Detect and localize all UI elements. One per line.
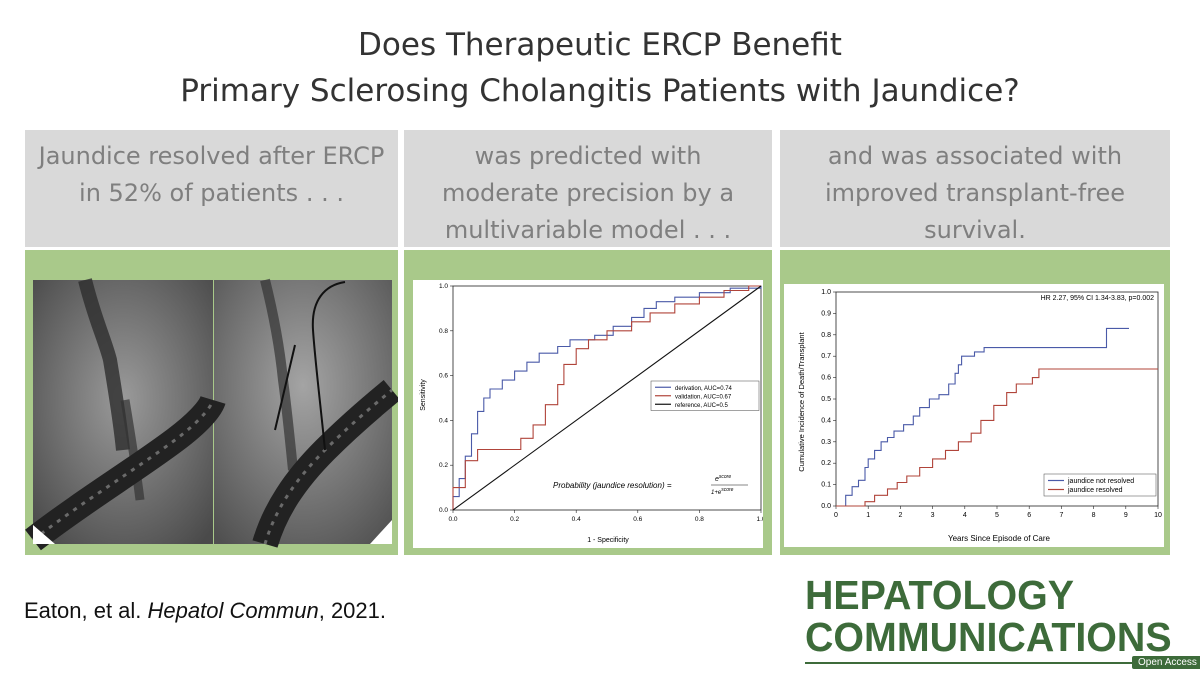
roc-chart: Sensitivity 1 - Specificity Probability … — [420, 283, 766, 544]
y-tick-label: 0.3 — [821, 439, 831, 446]
x-tick-label: 0.4 — [572, 516, 581, 523]
roc-ylabel: Sensitivity — [420, 379, 427, 411]
legend-label: jaundice not resolved — [1067, 478, 1134, 485]
caption-line: survival. — [924, 216, 1026, 244]
x-tick-label: 8 — [1092, 512, 1096, 519]
caption-line: multivariable model . . . — [444, 216, 732, 244]
y-tick-label: 0.0 — [821, 503, 831, 510]
x-tick-label: 1.0 — [756, 516, 763, 523]
km-annotation: HR 2.27, 95% CI 1.34-3.83, p=0.002 — [1041, 295, 1155, 302]
x-tick-label: 0.2 — [510, 516, 519, 523]
x-tick-label: 0.0 — [448, 516, 457, 523]
title-line-2: Primary Sclerosing Cholangitis Patients … — [180, 73, 1020, 109]
logo-line-1: HEPATOLOGY — [805, 572, 1074, 618]
logo-underline — [805, 662, 1132, 664]
y-tick-label: 0.9 — [821, 310, 831, 317]
logo-line-2: COMMUNICATIONS — [805, 614, 1172, 660]
survival-chart-card: Cumulative Incidence of Death/Transplant… — [784, 284, 1164, 547]
caption-line: improved transplant-free — [824, 179, 1126, 207]
legend-label: reference, AUC=0.5 — [675, 403, 729, 409]
y-tick-label: 0.6 — [439, 373, 448, 380]
caption-survival: and was associated with improved transpl… — [780, 130, 1170, 247]
roc-formula-lhs: Probability (jaundice resolution) = — [553, 481, 672, 490]
caption-line: was predicted with — [474, 142, 702, 170]
x-tick-label: 0.8 — [695, 516, 704, 523]
y-tick-label: 0.2 — [821, 460, 831, 467]
citation: Eaton, et al. Hepatol Commun, 2021. — [24, 598, 386, 624]
x-tick-label: 0 — [834, 512, 838, 519]
x-tick-label: 6 — [1027, 512, 1031, 519]
legend-box — [1043, 473, 1157, 497]
panel-survival: Cumulative Incidence of Death/Transplant… — [780, 250, 1170, 555]
series-line — [452, 285, 762, 511]
open-access-badge: Open Access — [1132, 656, 1200, 669]
journal-logo: HEPATOLOGY COMMUNICATIONS Open Access — [805, 572, 1200, 669]
series-line — [836, 327, 1129, 507]
title-line-1: Does Therapeutic ERCP Benefit — [358, 27, 842, 63]
caption-ercp: Jaundice resolved after ERCP in 52% of p… — [25, 130, 398, 247]
y-tick-label: 0.2 — [439, 462, 448, 469]
roc-formula-den: 1+escore — [711, 487, 734, 496]
series-line — [452, 285, 761, 510]
y-tick-label: 1.0 — [439, 283, 448, 290]
y-tick-label: 0.8 — [821, 332, 831, 339]
citation-journal: Hepatol Commun — [147, 598, 319, 623]
citation-year: , 2021. — [318, 598, 386, 623]
caption-line: in 52% of patients . . . — [79, 179, 344, 207]
km-ylabel: Cumulative Incidence of Death/Transplant — [797, 331, 806, 471]
y-tick-label: 0.4 — [439, 417, 448, 424]
legend-label: validation, AUC=0.67 — [675, 394, 732, 400]
series-line — [836, 368, 1158, 507]
y-tick-label: 0.5 — [821, 396, 831, 403]
roc-chart-card: Sensitivity 1 - Specificity Probability … — [413, 280, 766, 548]
x-tick-label: 0.6 — [633, 516, 642, 523]
x-tick-label: 1 — [866, 512, 870, 519]
x-tick-label: 9 — [1124, 512, 1128, 519]
caption-line: and was associated with — [827, 142, 1123, 170]
x-tick-label: 3 — [931, 512, 935, 519]
roc-xlabel: 1 - Specificity — [587, 537, 629, 544]
y-tick-label: 0.4 — [821, 417, 831, 424]
caption-line: Jaundice resolved after ERCP — [38, 142, 385, 170]
slide-title: Does Therapeutic ERCP Benefit Primary Sc… — [0, 22, 1200, 114]
y-tick-label: 0.0 — [439, 507, 448, 514]
y-tick-label: 0.6 — [821, 375, 831, 382]
roc-formula-num: escore — [715, 474, 731, 483]
y-tick-label: 0.8 — [439, 328, 448, 335]
series-line — [452, 286, 762, 510]
y-tick-label: 1.0 — [821, 289, 831, 296]
caption-line: moderate precision by a — [441, 179, 735, 207]
x-tick-label: 5 — [995, 512, 999, 519]
plot-frame — [452, 285, 762, 511]
x-tick-label: 7 — [1059, 512, 1063, 519]
y-tick-label: 0.7 — [821, 353, 831, 360]
legend-label: derivation, AUC=0.74 — [675, 386, 733, 392]
y-tick-label: 0.1 — [821, 482, 831, 489]
x-tick-label: 10 — [1154, 512, 1162, 519]
x-tick-label: 2 — [898, 512, 902, 519]
km-xlabel: Years Since Episode of Care — [948, 534, 1051, 543]
caption-model: was predicted with moderate precision by… — [404, 130, 772, 247]
panel-fluoroscopy — [25, 250, 398, 555]
survival-chart: Cumulative Incidence of Death/Transplant… — [797, 289, 1162, 543]
x-tick-label: 4 — [963, 512, 967, 519]
legend-label: jaundice resolved — [1067, 487, 1123, 494]
fluoroscopy-images — [25, 278, 398, 551]
citation-authors: Eaton, et al. — [24, 598, 148, 623]
panel-roc: Sensitivity 1 - Specificity Probability … — [404, 250, 772, 555]
